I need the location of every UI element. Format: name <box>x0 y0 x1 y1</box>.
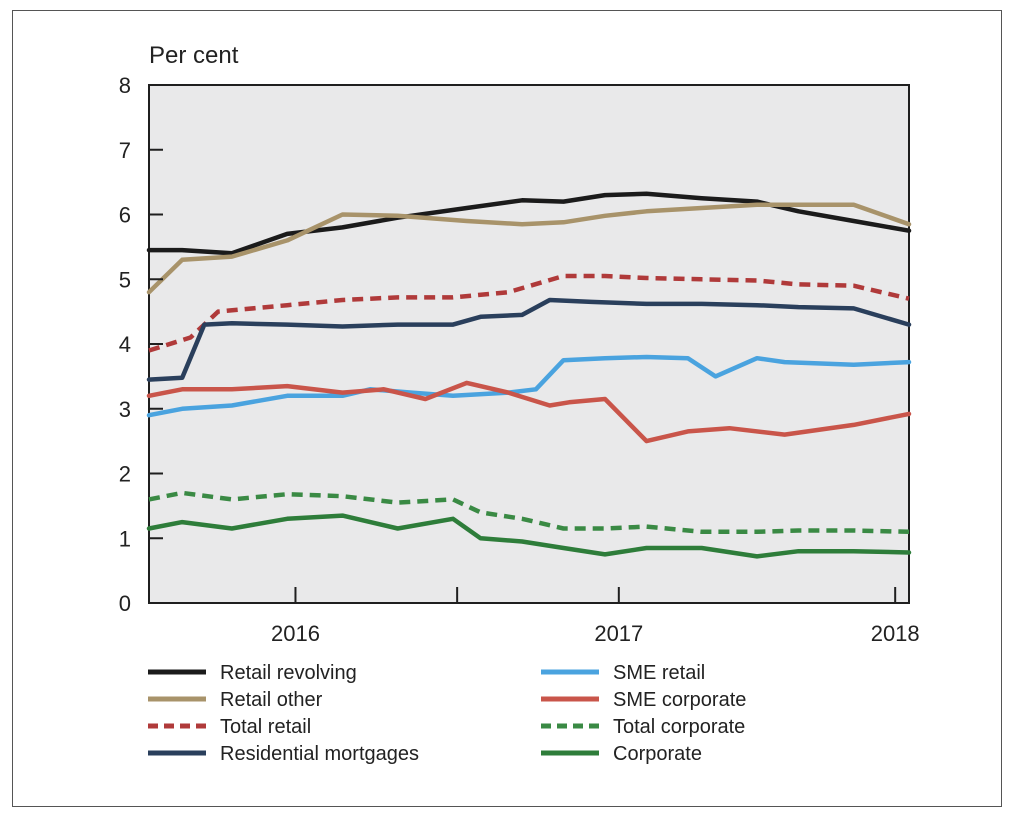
x-tick-label: 2018 <box>871 621 920 646</box>
series-line-4 <box>146 297 912 382</box>
y-tick-label: 4 <box>119 332 131 357</box>
legend-label: Residential mortgages <box>220 743 419 765</box>
legend-label: Retail revolving <box>220 662 357 684</box>
series-layer <box>146 191 912 559</box>
legend-label: SME corporate <box>613 689 746 711</box>
legend-label: Total corporate <box>613 716 745 738</box>
y-tick-label: 0 <box>119 591 131 616</box>
series-line-5 <box>146 354 912 418</box>
plot-area <box>148 84 910 604</box>
y-axis-label: Per cent <box>149 42 239 69</box>
y-tick-label: 6 <box>119 203 131 228</box>
series-line-6 <box>146 380 912 444</box>
y-tick-label: 2 <box>119 462 131 487</box>
legend: Retail revolving Retail other Total retail… <box>148 662 746 765</box>
y-tick-label: 7 <box>119 138 131 163</box>
series-line-2 <box>146 202 912 295</box>
series-line-7 <box>148 490 910 535</box>
legend-label: SME retail <box>613 662 705 684</box>
y-tick-label: 8 <box>119 73 131 98</box>
series-line-3 <box>148 273 910 353</box>
legend-label: Retail other <box>220 689 323 711</box>
legend-label: Total retail <box>220 716 311 738</box>
chart-frame: Per cent 0 1 2 3 4 5 6 7 8 2016 2017 2018 Retail re… <box>12 10 1002 807</box>
y-tick-label: 5 <box>119 267 131 292</box>
y-tick-label: 3 <box>119 397 131 422</box>
x-tick-label: 2016 <box>271 621 320 646</box>
series-line-8 <box>146 513 912 559</box>
y-tick-label: 1 <box>119 526 131 551</box>
axis-layer: 0 1 2 3 4 5 6 7 8 2016 2017 2018 <box>119 73 920 646</box>
x-tick-label: 2017 <box>594 621 643 646</box>
legend-label: Corporate <box>613 743 702 765</box>
line-chart: Per cent 0 1 2 3 4 5 6 7 8 2016 2017 2018 Retail re… <box>119 42 920 765</box>
